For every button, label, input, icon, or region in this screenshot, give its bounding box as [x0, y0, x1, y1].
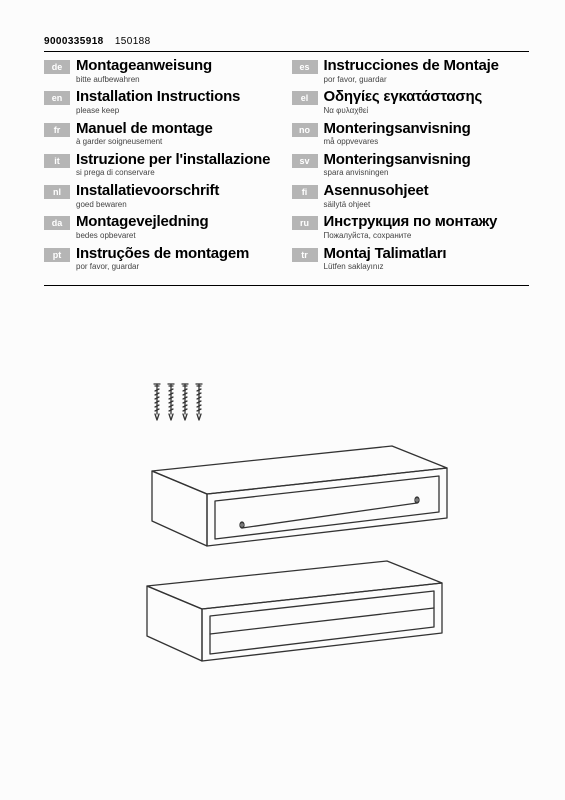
lang-subtitle-ru: Пожалуйста, сохраните — [324, 232, 498, 241]
lang-tag-el: el — [292, 91, 318, 105]
lang-text-el: Οδηγίες εγκατάστασηςΝα φυλαχθεί — [324, 89, 483, 115]
lang-subtitle-fi: säilytä ohjeet — [324, 201, 429, 210]
lang-title-es: Instrucciones de Montaje — [324, 58, 499, 75]
language-columns: de Montageanweisungbitte aufbewahren en Ins… — [44, 58, 529, 277]
lang-title-tr: Montaj Talimatları — [324, 246, 447, 263]
lang-row-fr: fr Manuel de montageà garder soigneusemen… — [44, 121, 282, 147]
lang-subtitle-pt: por favor, guardar — [76, 263, 249, 272]
lang-text-en: Installation Instructionsplease keep — [76, 89, 240, 115]
lang-title-nl: Installatievoorschrift — [76, 183, 219, 200]
left-column: de Montageanweisungbitte aufbewahren en Ins… — [44, 58, 282, 277]
lang-title-de: Montageanweisung — [76, 58, 212, 75]
bottom-drawer — [147, 561, 442, 661]
lang-row-fi: fi Asennusohjeetsäilytä ohjeet — [292, 183, 530, 209]
lang-subtitle-nl: goed bewaren — [76, 201, 219, 210]
document-codes: 9000335918 150188 — [44, 36, 529, 47]
lang-subtitle-fr: à garder soigneusement — [76, 138, 213, 147]
lang-subtitle-el: Να φυλαχθεί — [324, 107, 483, 116]
lang-tag-da: da — [44, 216, 70, 230]
lang-title-ru: Инструкция по монтажу — [324, 214, 498, 231]
lang-tag-nl: nl — [44, 185, 70, 199]
screws-group — [154, 384, 202, 420]
lang-tag-pt: pt — [44, 248, 70, 262]
lang-tag-ru: ru — [292, 216, 318, 230]
doc-code-2: 150188 — [115, 36, 151, 47]
lang-text-nl: Installatievoorschriftgoed bewaren — [76, 183, 219, 209]
lang-row-it: it Istruzione per l'installazionesi prega… — [44, 152, 282, 178]
lang-tag-tr: tr — [292, 248, 318, 262]
lang-title-fr: Manuel de montage — [76, 121, 213, 138]
bottom-rule — [44, 285, 529, 286]
lang-row-no: no Monteringsanvisningmå oppvevares — [292, 121, 530, 147]
lang-tag-it: it — [44, 154, 70, 168]
top-drawer — [152, 446, 447, 546]
lang-row-sv: sv Monteringsanvisningspara anvisningen — [292, 152, 530, 178]
lang-row-es: es Instrucciones de Montajepor favor, gua… — [292, 58, 530, 84]
lang-subtitle-da: bedes opbevaret — [76, 232, 208, 241]
lang-row-el: el Οδηγίες εγκατάστασηςΝα φυλαχθεί — [292, 89, 530, 115]
lang-tag-de: de — [44, 60, 70, 74]
lang-text-de: Montageanweisungbitte aufbewahren — [76, 58, 212, 84]
lang-tag-es: es — [292, 60, 318, 74]
lang-title-no: Monteringsanvisning — [324, 121, 471, 138]
lang-title-sv: Monteringsanvisning — [324, 152, 471, 169]
lang-title-da: Montagevejledning — [76, 214, 208, 231]
doc-code-1: 9000335918 — [44, 36, 104, 47]
lang-title-pt: Instruções de montagem — [76, 246, 249, 263]
lang-text-sv: Monteringsanvisningspara anvisningen — [324, 152, 471, 178]
lang-subtitle-tr: Lütfen saklayınız — [324, 263, 447, 272]
lang-subtitle-sv: spara anvisningen — [324, 169, 471, 178]
lang-row-tr: tr Montaj TalimatlarıLütfen saklayınız — [292, 246, 530, 272]
lang-subtitle-es: por favor, guardar — [324, 76, 499, 85]
lang-row-pt: pt Instruções de montagempor favor, guard… — [44, 246, 282, 272]
lang-text-es: Instrucciones de Montajepor favor, guard… — [324, 58, 499, 84]
lang-tag-sv: sv — [292, 154, 318, 168]
lang-row-de: de Montageanweisungbitte aufbewahren — [44, 58, 282, 84]
lang-subtitle-it: si prega di conservare — [76, 169, 270, 178]
lang-subtitle-de: bitte aufbewahren — [76, 76, 212, 85]
lang-tag-fr: fr — [44, 123, 70, 137]
lang-text-fi: Asennusohjeetsäilytä ohjeet — [324, 183, 429, 209]
lang-row-ru: ru Инструкция по монтажуПожалуйста, сохра… — [292, 214, 530, 240]
lang-row-da: da Montagevejledningbedes opbevaret — [44, 214, 282, 240]
lang-text-ru: Инструкция по монтажуПожалуйста, сохрани… — [324, 214, 498, 240]
assembly-diagram — [97, 376, 477, 696]
lang-tag-no: no — [292, 123, 318, 137]
lang-text-tr: Montaj TalimatlarıLütfen saklayınız — [324, 246, 447, 272]
lang-row-en: en Installation Instructionsplease keep — [44, 89, 282, 115]
lang-tag-fi: fi — [292, 185, 318, 199]
lang-text-fr: Manuel de montageà garder soigneusement — [76, 121, 213, 147]
lang-tag-en: en — [44, 91, 70, 105]
lang-title-fi: Asennusohjeet — [324, 183, 429, 200]
lang-row-nl: nl Installatievoorschriftgoed bewaren — [44, 183, 282, 209]
lang-title-en: Installation Instructions — [76, 89, 240, 106]
lang-subtitle-en: please keep — [76, 107, 240, 116]
top-rule — [44, 51, 529, 52]
lang-title-it: Istruzione per l'installazione — [76, 152, 270, 169]
lang-text-no: Monteringsanvisningmå oppvevares — [324, 121, 471, 147]
lang-text-pt: Instruções de montagempor favor, guardar — [76, 246, 249, 272]
lang-title-el: Οδηγίες εγκατάστασης — [324, 89, 483, 106]
lang-subtitle-no: må oppvevares — [324, 138, 471, 147]
lang-text-da: Montagevejledningbedes opbevaret — [76, 214, 208, 240]
lang-text-it: Istruzione per l'installazionesi prega d… — [76, 152, 270, 178]
right-column: es Instrucciones de Montajepor favor, gua… — [292, 58, 530, 277]
